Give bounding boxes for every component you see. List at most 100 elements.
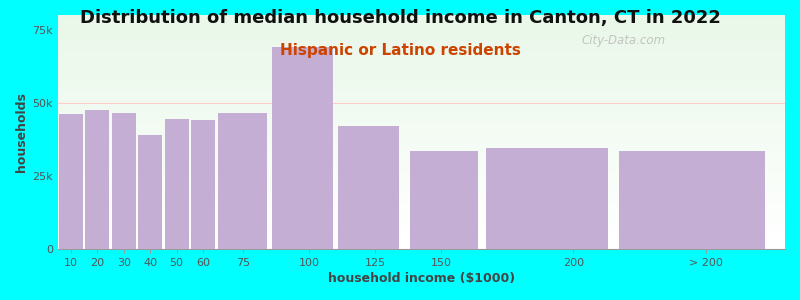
Bar — [58, 130, 785, 131]
Bar — [58, 134, 785, 135]
Bar — [58, 234, 785, 235]
Bar — [272, 47, 333, 249]
Bar — [85, 110, 110, 249]
Bar — [58, 69, 785, 70]
Bar — [58, 237, 785, 238]
Bar — [58, 153, 785, 154]
Bar — [58, 63, 785, 64]
Bar — [58, 248, 785, 249]
Bar — [58, 88, 785, 90]
Bar — [58, 138, 785, 139]
Bar — [58, 40, 785, 41]
Bar — [58, 98, 785, 99]
Bar — [58, 56, 785, 57]
Bar — [58, 27, 785, 28]
Bar — [58, 221, 785, 222]
Bar — [58, 165, 785, 166]
Bar — [58, 90, 785, 91]
Bar — [58, 34, 785, 35]
Bar — [58, 36, 785, 37]
Bar — [58, 169, 785, 170]
Bar — [58, 52, 785, 54]
Bar — [58, 154, 785, 155]
Bar — [58, 16, 785, 17]
Bar — [58, 29, 785, 30]
Bar — [58, 48, 785, 49]
Bar — [58, 180, 785, 181]
Bar — [58, 94, 785, 96]
Bar — [58, 107, 785, 109]
Bar — [58, 28, 785, 29]
Bar — [58, 179, 785, 180]
Bar — [58, 74, 785, 75]
Bar — [58, 170, 785, 172]
Bar — [58, 79, 785, 80]
Bar — [58, 183, 785, 184]
Bar — [58, 104, 785, 105]
Bar — [58, 144, 785, 145]
Bar — [112, 113, 136, 249]
Bar — [58, 213, 785, 214]
Bar — [58, 112, 785, 113]
Bar — [218, 113, 267, 249]
Bar — [58, 106, 785, 107]
Bar — [58, 76, 785, 77]
Bar — [58, 19, 785, 20]
Bar — [58, 222, 785, 223]
Bar — [58, 174, 785, 175]
Bar — [58, 175, 785, 176]
Bar — [58, 44, 785, 45]
Bar — [58, 133, 785, 134]
Bar — [58, 109, 785, 110]
Bar — [58, 152, 785, 153]
Bar — [58, 194, 785, 195]
Bar — [58, 83, 785, 84]
Bar — [58, 178, 785, 179]
Bar — [58, 235, 785, 236]
Bar — [58, 37, 785, 38]
Bar — [58, 191, 785, 193]
Bar — [58, 225, 785, 226]
Bar — [58, 195, 785, 196]
Bar — [58, 232, 785, 234]
Bar — [58, 161, 785, 162]
Bar — [58, 125, 785, 126]
Bar — [58, 45, 785, 46]
Bar — [58, 140, 785, 141]
Bar — [58, 80, 785, 82]
Bar — [58, 166, 785, 167]
Bar — [58, 142, 785, 144]
Bar — [58, 77, 785, 78]
Bar — [58, 201, 785, 202]
Bar — [58, 26, 785, 27]
Bar — [58, 243, 785, 244]
Bar — [58, 223, 785, 224]
Bar — [58, 206, 785, 207]
Bar — [58, 220, 785, 221]
Bar — [58, 207, 785, 208]
Bar — [58, 71, 785, 72]
Bar — [58, 50, 785, 51]
Bar — [58, 38, 785, 40]
Bar — [58, 72, 785, 74]
Bar — [58, 244, 785, 245]
Bar — [58, 100, 785, 101]
Bar — [58, 167, 785, 168]
Bar — [58, 149, 785, 151]
Bar — [58, 215, 785, 216]
Bar — [58, 68, 785, 69]
Bar — [58, 118, 785, 119]
Bar — [58, 46, 785, 48]
Bar — [58, 127, 785, 128]
Text: City-Data.com: City-Data.com — [582, 34, 666, 47]
Bar — [58, 158, 785, 159]
Bar — [58, 173, 785, 174]
Bar — [58, 187, 785, 188]
Bar — [58, 146, 785, 147]
Bar — [58, 188, 785, 189]
Bar — [58, 210, 785, 211]
Bar — [58, 208, 785, 209]
Bar — [58, 162, 785, 164]
Bar — [619, 151, 766, 249]
Bar — [58, 78, 785, 79]
